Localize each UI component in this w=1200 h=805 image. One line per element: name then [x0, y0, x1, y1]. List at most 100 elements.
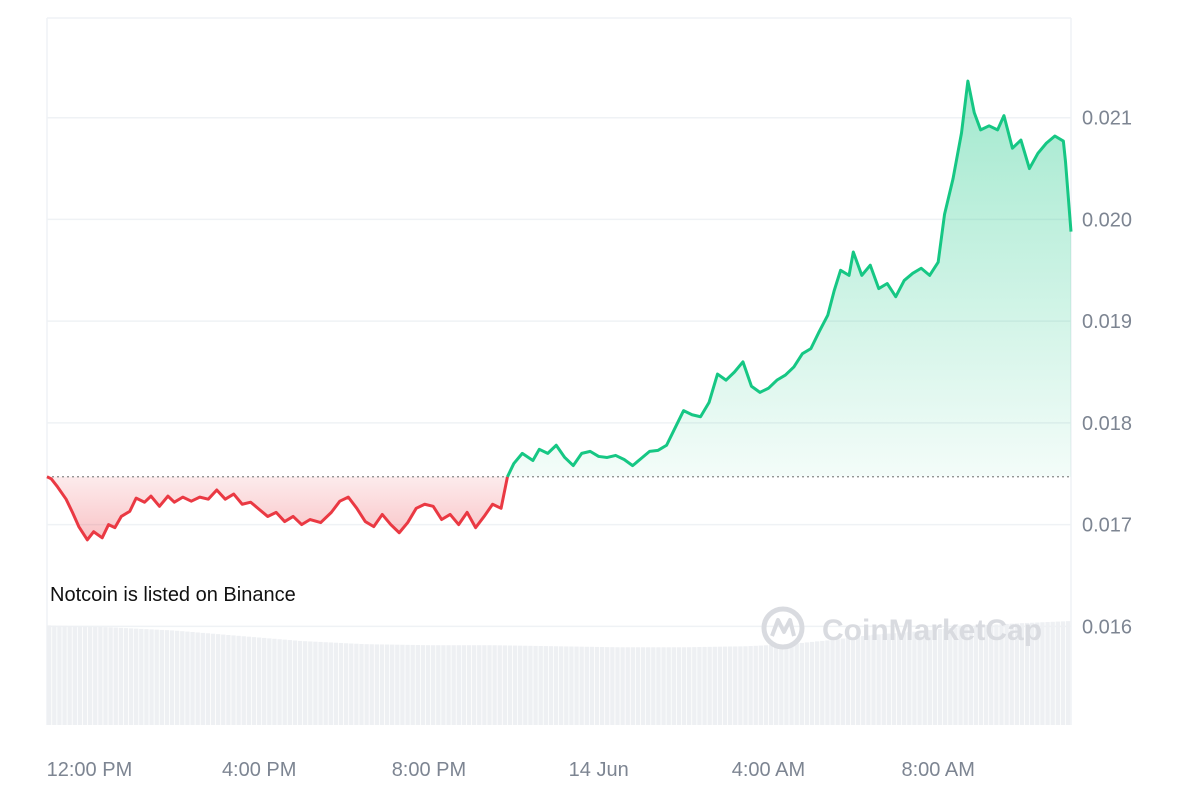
volume-bar [702, 646, 707, 725]
volume-bar [175, 630, 180, 725]
volume-bar [907, 632, 912, 725]
volume-bar [359, 643, 364, 725]
volume-bar [502, 645, 508, 725]
volume-bar [159, 629, 164, 725]
volume-bar [149, 629, 154, 725]
volume-bar [932, 629, 938, 725]
volume-bar [425, 645, 431, 725]
volume-bar [333, 642, 339, 725]
grid-lines [46, 17, 1072, 725]
volume-bar [538, 646, 543, 725]
volume-bar [605, 647, 610, 725]
volume-bar [282, 639, 287, 725]
volume-bar [564, 646, 569, 725]
volume-bar [308, 641, 313, 725]
volume-bar [395, 644, 400, 725]
volume-bar [420, 645, 426, 725]
area-above-baseline [507, 81, 1071, 477]
volume-bar [400, 644, 405, 725]
volume-bar [815, 641, 820, 725]
volume-bar [543, 646, 548, 725]
x-tick-label: 4:00 AM [732, 759, 805, 781]
volume-bar [415, 645, 420, 725]
volume-bar [999, 624, 1004, 725]
volume-bar [1019, 623, 1025, 725]
volume-bar [123, 628, 129, 725]
volume-bar [272, 638, 277, 725]
volume-bar [487, 645, 492, 725]
volume-bar [835, 639, 840, 725]
volume-bar [292, 640, 298, 725]
volume-bar [861, 636, 866, 725]
volume-bar [384, 644, 390, 725]
volume-bar [620, 647, 625, 725]
volume-bar [968, 626, 973, 725]
volume-bar [676, 647, 682, 725]
volume-bar [599, 647, 605, 725]
chart-annotation: Notcoin is listed on Binance [50, 584, 296, 606]
volume-bar [236, 635, 241, 725]
y-tick-label: 0.017 [1082, 515, 1132, 537]
volume-bar [246, 636, 252, 725]
volume-bar [681, 647, 687, 725]
volume-bar [1035, 622, 1040, 725]
volume-bar [804, 642, 810, 725]
volume-bar [1024, 622, 1030, 725]
volume-bar [195, 632, 200, 725]
volume-bar [579, 646, 584, 725]
y-tick-label: 0.016 [1082, 616, 1132, 638]
volume-bar [492, 645, 497, 725]
price-line [46, 79, 1073, 542]
volume-bar [927, 630, 932, 725]
x-tick-label: 8:00 AM [901, 759, 974, 781]
volume-bar [774, 644, 779, 725]
volume-bar [625, 647, 630, 725]
volume-bar [830, 639, 835, 725]
volume-bar [758, 645, 764, 725]
volume-bar [441, 645, 446, 725]
volume-bar [154, 629, 159, 725]
volume-bar [528, 645, 533, 725]
volume-bar [67, 626, 72, 725]
volume-bar [559, 646, 564, 725]
volume-bar [103, 627, 108, 725]
volume-bar [902, 632, 907, 725]
volume-bar [784, 644, 789, 725]
y-tick-label: 0.020 [1082, 209, 1132, 231]
volume-bar [687, 647, 692, 725]
volume-bar [922, 630, 927, 725]
volume-bar [267, 638, 272, 725]
volume-bar [200, 632, 205, 725]
volume-bar [128, 628, 134, 725]
volume-bar [866, 635, 871, 725]
volume-bar [943, 628, 948, 725]
volume-bar [451, 645, 456, 725]
volume-bar [789, 643, 794, 725]
volume-bar [57, 625, 62, 725]
volume-bar [640, 647, 646, 725]
volume-bar [52, 625, 57, 725]
volume-bar [738, 646, 743, 725]
volume-bar [656, 647, 661, 725]
volume-bar [118, 627, 124, 725]
volume-bar [1045, 622, 1050, 725]
volume-bar [405, 644, 410, 725]
volume-bar [354, 643, 359, 725]
volume-bar [431, 645, 436, 725]
volume-bar [1014, 623, 1020, 725]
price-area [47, 81, 1071, 540]
volume-bar [446, 645, 451, 725]
volume-bar [226, 634, 231, 725]
volume-bar [82, 626, 88, 725]
volume-bar [497, 645, 502, 725]
volume-bar [768, 645, 774, 725]
volume-bar [845, 637, 851, 725]
volume-bar [410, 644, 415, 725]
x-tick-label: 4:00 PM [222, 759, 296, 781]
volume-bar [297, 640, 303, 725]
volume-bar [707, 646, 712, 725]
volume-bar [349, 643, 354, 725]
volume-bar [1040, 622, 1045, 725]
volume-bar [722, 646, 728, 725]
